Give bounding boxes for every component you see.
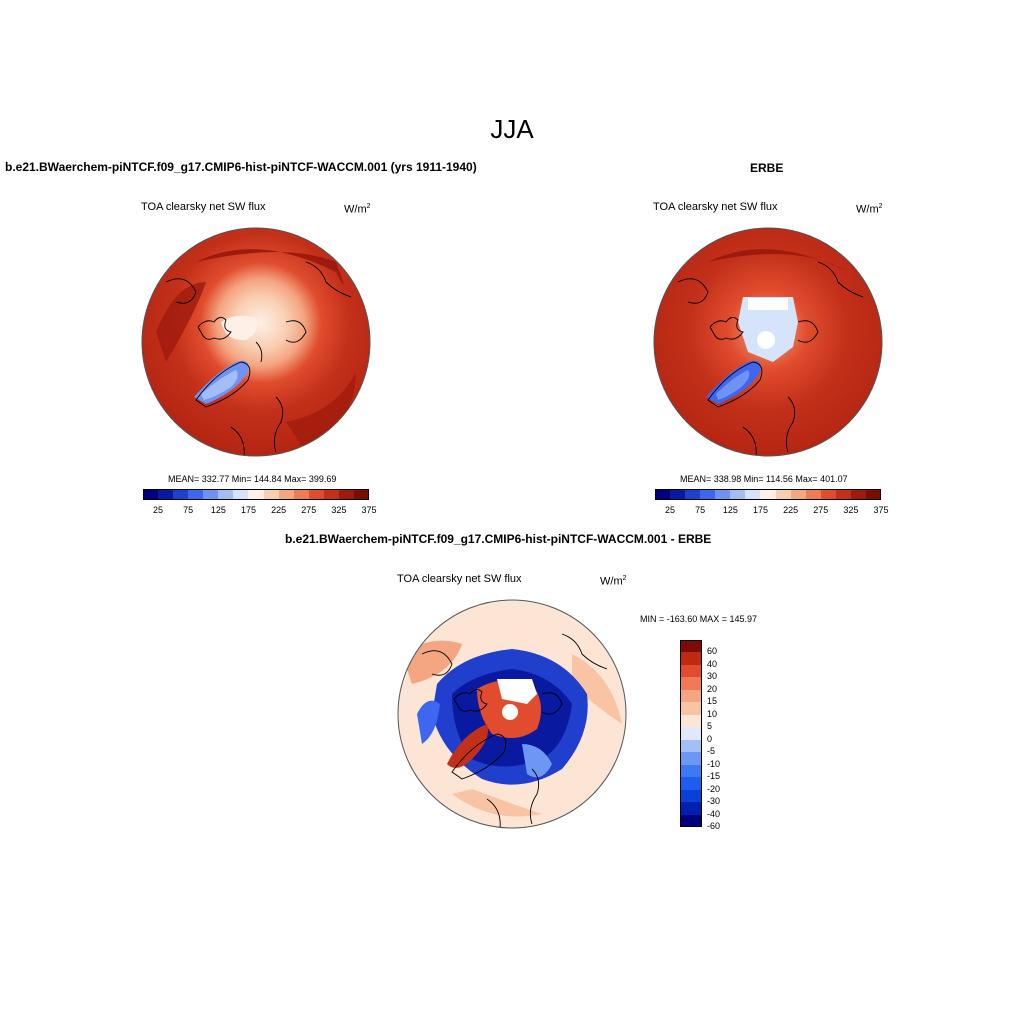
model-colorbar-swatch <box>233 489 249 500</box>
obs-colorbar-tick-label: 125 <box>722 505 738 515</box>
model-colorbar-swatch <box>143 489 159 500</box>
model-units-label: W/m2 <box>344 203 371 216</box>
diff-colorbar-tick-label: 20 <box>707 683 718 694</box>
diff-colorbar-swatch <box>680 689 702 703</box>
diff-polar-map <box>397 599 627 829</box>
diff-colorbar-swatch <box>680 702 702 716</box>
model-colorbar-swatch <box>338 489 355 500</box>
obs-colorbar-tick-label: 275 <box>813 505 829 515</box>
obs-colorbar-swatch <box>865 489 882 500</box>
model-colorbar-swatch <box>293 489 310 500</box>
model-colorbar-swatch <box>173 489 189 500</box>
model-colorbar-tick-label: 75 <box>183 505 194 515</box>
model-colorbar-swatch <box>353 489 370 500</box>
model-colorbar-swatch <box>158 489 174 500</box>
obs-stats: MEAN= 338.98 Min= 114.56 Max= 401.07 <box>680 474 848 484</box>
diff-colorbar-swatch <box>680 764 702 778</box>
model-colorbar-tick-label: 25 <box>153 505 164 515</box>
diff-colorbar-swatch <box>680 727 702 741</box>
obs-colorbar: 25 75 125 175 225 275 325 375 <box>655 489 889 519</box>
model-colorbar-tick-label: 375 <box>361 505 377 515</box>
obs-panel-title: ERBE <box>750 161 784 175</box>
diff-colorbar-swatch <box>680 677 702 691</box>
diff-colorbar-swatch <box>680 752 702 766</box>
diff-colorbar-tick-label: 30 <box>707 671 718 682</box>
obs-colorbar-tick-label: 75 <box>695 505 706 515</box>
model-colorbar-swatch <box>308 489 325 500</box>
model-colorbar-swatch <box>263 489 280 500</box>
diff-colorbar-tick-label: -30 <box>707 796 721 807</box>
diff-colorbar-swatch <box>680 714 702 728</box>
diff-colorbar-tick-label: -15 <box>707 771 721 782</box>
obs-colorbar-tick-label: 225 <box>783 505 799 515</box>
model-colorbar-swatch <box>248 489 265 500</box>
diff-variable-label: TOA clearsky net SW flux <box>397 573 522 585</box>
model-colorbar-swatch <box>188 489 204 500</box>
obs-colorbar-swatch <box>835 489 852 500</box>
diff-colorbar-swatch <box>680 739 702 753</box>
obs-polar-map <box>653 227 883 457</box>
model-stats: MEAN= 332.77 Min= 144.84 Max= 399.69 <box>168 474 337 484</box>
diff-colorbar-tick-label: 15 <box>707 696 718 707</box>
diff-colorbar-tick-label: -10 <box>707 758 721 769</box>
model-colorbar-tick-label: 225 <box>271 505 287 515</box>
diff-colorbar-tick-label: -60 <box>707 821 721 831</box>
diff-colorbar: 60 40 30 20 15 10 5 0 -5 -10 -15 -20 -30 -40 -60 <box>680 640 730 831</box>
obs-units-label: W/m2 <box>856 203 883 216</box>
model-colorbar-tick-label: 325 <box>331 505 347 515</box>
model-panel-title: b.e21.BWaerchem-piNTCF.f09_g17.CMIP6-his… <box>5 160 477 174</box>
obs-colorbar-swatch <box>820 489 837 500</box>
diff-colorbar-swatch <box>680 652 702 666</box>
model-variable-label: TOA clearsky net SW flux <box>141 201 266 213</box>
figure-title: JJA <box>490 114 534 144</box>
obs-colorbar-swatch <box>790 489 807 500</box>
diff-colorbar-tick-label: 40 <box>707 658 718 669</box>
model-colorbar-swatch <box>218 489 234 500</box>
obs-colorbar-swatch <box>805 489 822 500</box>
obs-colorbar-swatch <box>700 489 716 500</box>
diff-colorbar-swatch <box>680 664 702 678</box>
diff-colorbar-tick-label: 10 <box>707 708 718 719</box>
model-colorbar-tick-label: 275 <box>301 505 317 515</box>
diff-colorbar-swatch <box>680 789 702 803</box>
diff-colorbar-tick-label: -20 <box>707 783 721 794</box>
model-colorbar-swatch <box>278 489 295 500</box>
diff-colorbar-swatch <box>680 777 702 791</box>
obs-colorbar-swatch <box>745 489 761 500</box>
obs-colorbar-swatch <box>850 489 867 500</box>
diff-colorbar-tick-label: 60 <box>707 646 718 657</box>
model-colorbar-tick-label: 175 <box>240 505 256 515</box>
model-colorbar-swatch <box>323 489 340 500</box>
obs-colorbar-swatch <box>685 489 701 500</box>
model-polar-map <box>141 227 371 457</box>
diff-colorbar-tick-label: 0 <box>707 733 713 744</box>
diff-colorbar-swatch <box>680 814 702 828</box>
model-colorbar: 25 75 125 175 225 275 325 375 <box>143 489 377 519</box>
diff-colorbar-tick-label: 5 <box>707 721 713 732</box>
obs-colorbar-swatch <box>715 489 731 500</box>
diff-colorbar-swatch <box>680 802 702 816</box>
obs-colorbar-swatch <box>655 489 671 500</box>
diff-panel-title: b.e21.BWaerchem-piNTCF.f09_g17.CMIP6-his… <box>285 532 712 546</box>
diff-colorbar-tick-label: -5 <box>707 746 716 757</box>
obs-colorbar-swatch <box>670 489 686 500</box>
model-colorbar-tick-label: 125 <box>210 505 226 515</box>
diff-stats: MIN = -163.60 MAX = 145.97 <box>640 614 758 624</box>
diff-units-label: W/m2 <box>600 575 627 588</box>
model-colorbar-swatch <box>203 489 219 500</box>
obs-colorbar-swatch <box>775 489 792 500</box>
obs-colorbar-swatch <box>730 489 746 500</box>
obs-colorbar-tick-label: 175 <box>752 505 768 515</box>
diff-colorbar-tick-label: -40 <box>707 808 721 819</box>
obs-colorbar-tick-label: 325 <box>843 505 859 515</box>
obs-variable-label: TOA clearsky net SW flux <box>653 201 778 213</box>
obs-colorbar-swatch <box>760 489 777 500</box>
obs-colorbar-tick-label: 375 <box>873 505 889 515</box>
obs-colorbar-tick-label: 25 <box>665 505 676 515</box>
diff-colorbar-swatch <box>680 640 702 653</box>
